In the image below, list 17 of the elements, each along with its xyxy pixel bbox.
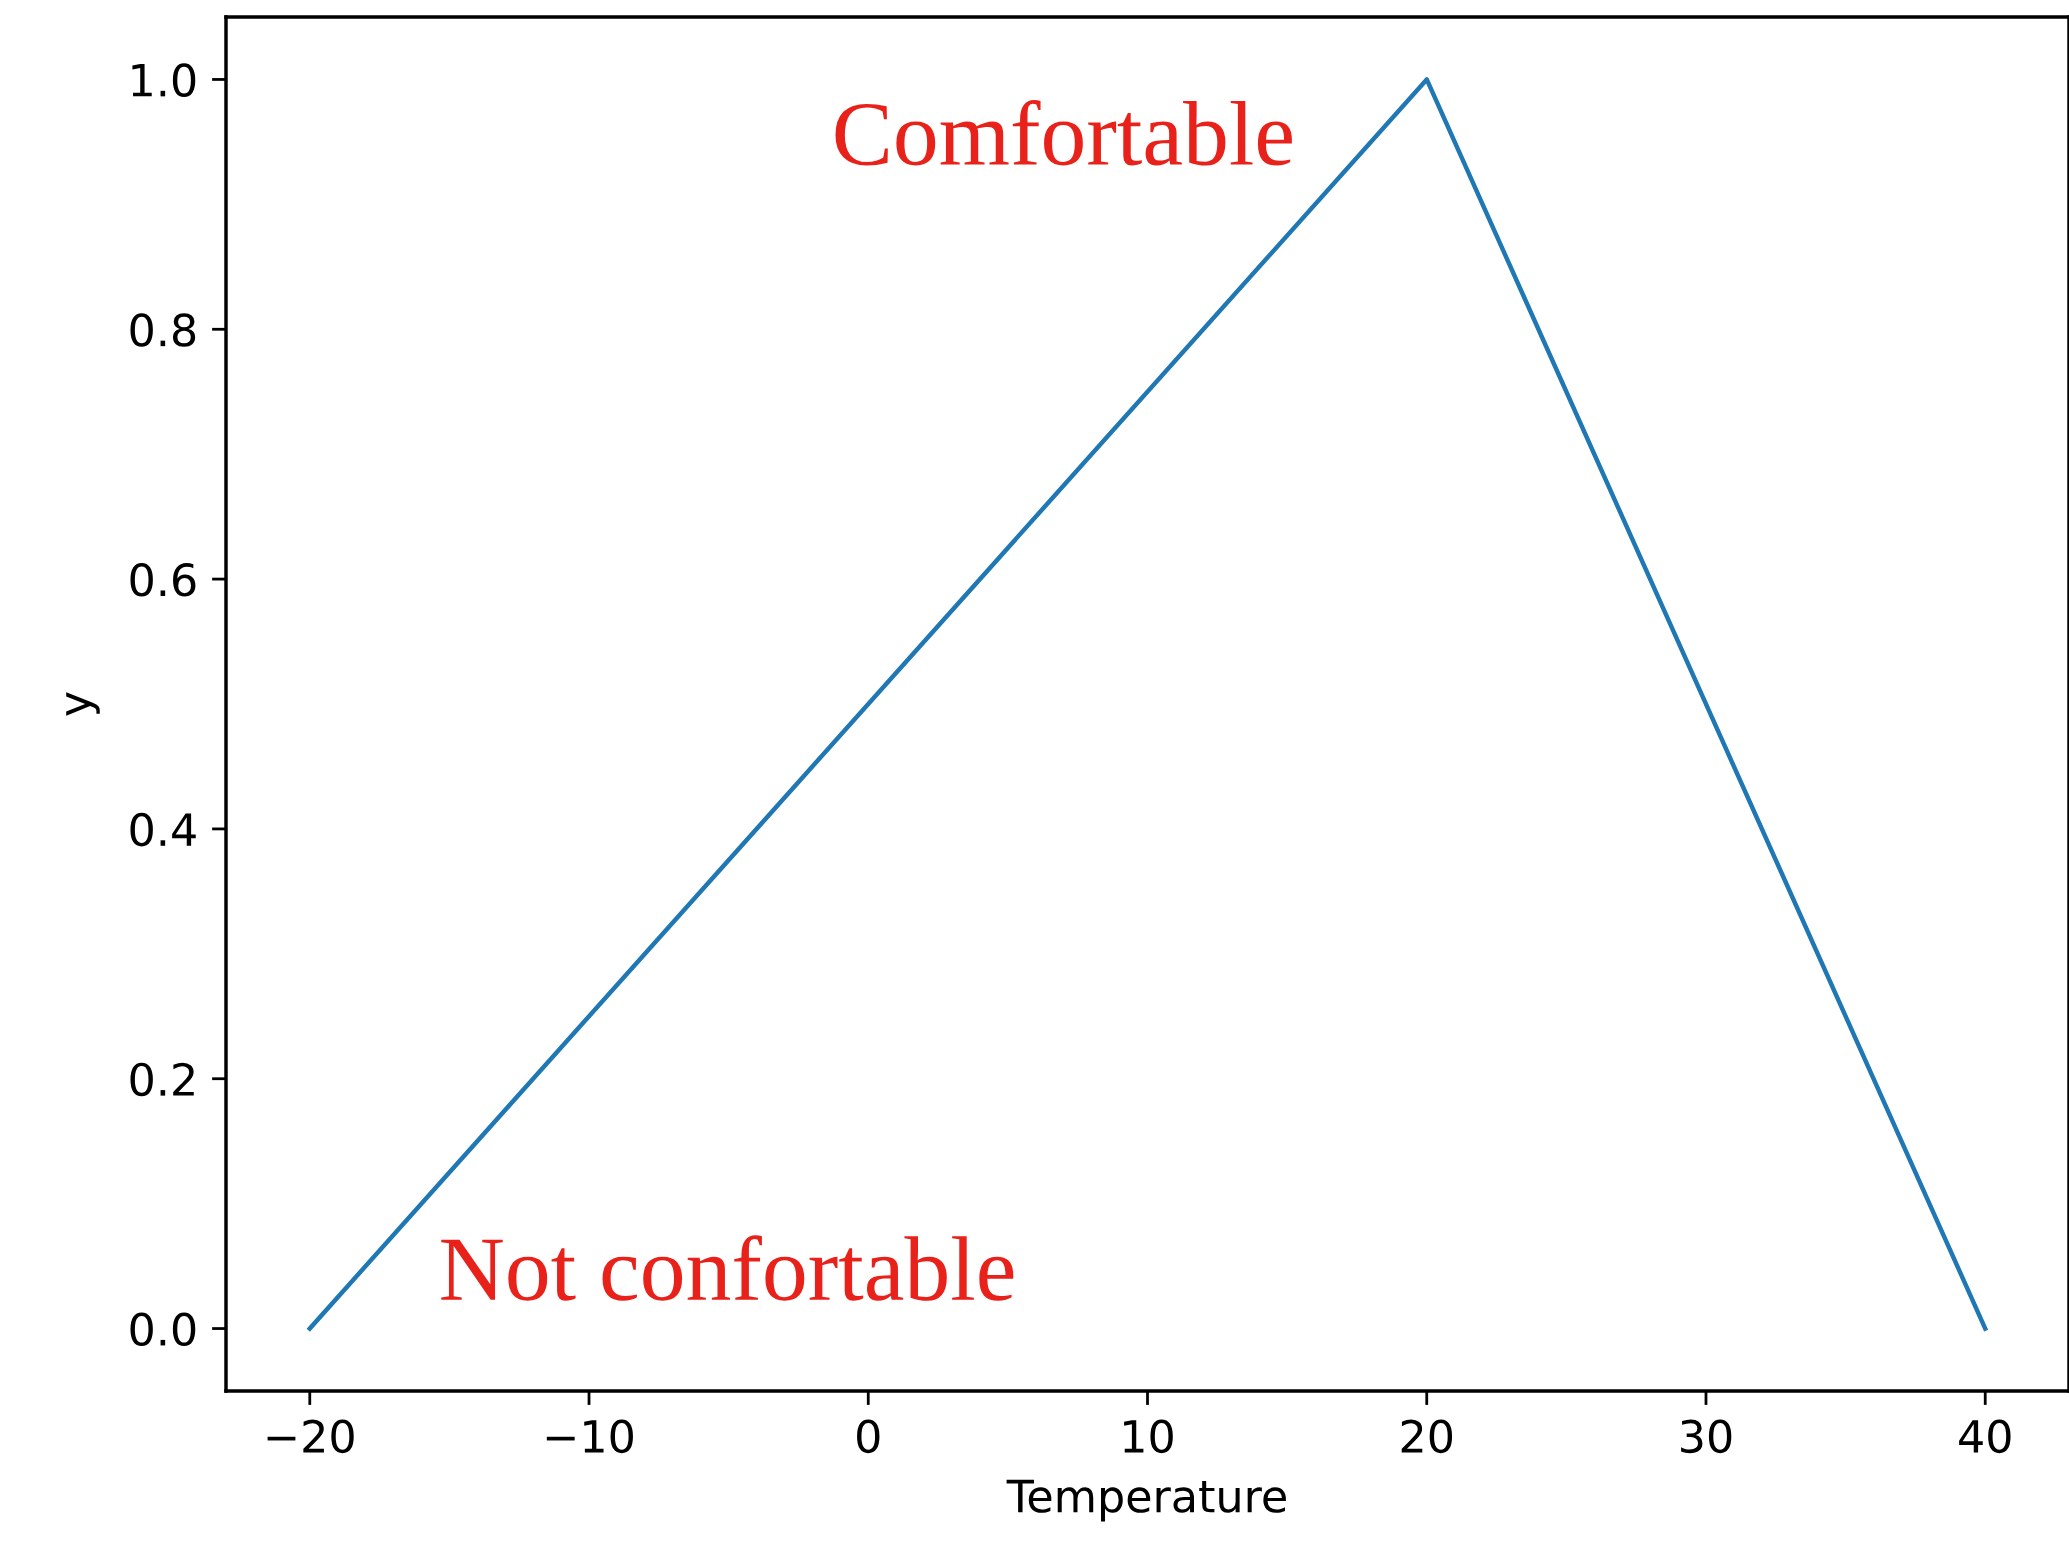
annotation: Not confortable: [441, 1235, 1014, 1301]
x-tick-label: 30: [1681, 1419, 1732, 1454]
x-tick-label: −10: [546, 1419, 633, 1454]
y-tick-label: 0.2: [130, 1062, 194, 1097]
x-tick-label: 40: [1959, 1419, 2011, 1454]
x-tick-label: 0: [857, 1419, 880, 1454]
y-tick-label: 0.6: [130, 562, 196, 597]
y-tick-label: 0.8: [130, 313, 196, 347]
x-tick-label: 10: [1124, 1419, 1173, 1454]
y-tick-label: 0.4: [130, 812, 196, 847]
x-tick-label: −20: [267, 1419, 354, 1454]
y-axis-title: y: [66, 692, 100, 716]
y-tick-label: 1.0: [132, 63, 196, 97]
y-tick-label: 0.0: [130, 1312, 196, 1347]
annotation: Comfortable: [835, 100, 1292, 166]
x-tick-label: 20: [1401, 1419, 1453, 1454]
x-axis-title: Temperature: [1006, 1479, 1286, 1522]
